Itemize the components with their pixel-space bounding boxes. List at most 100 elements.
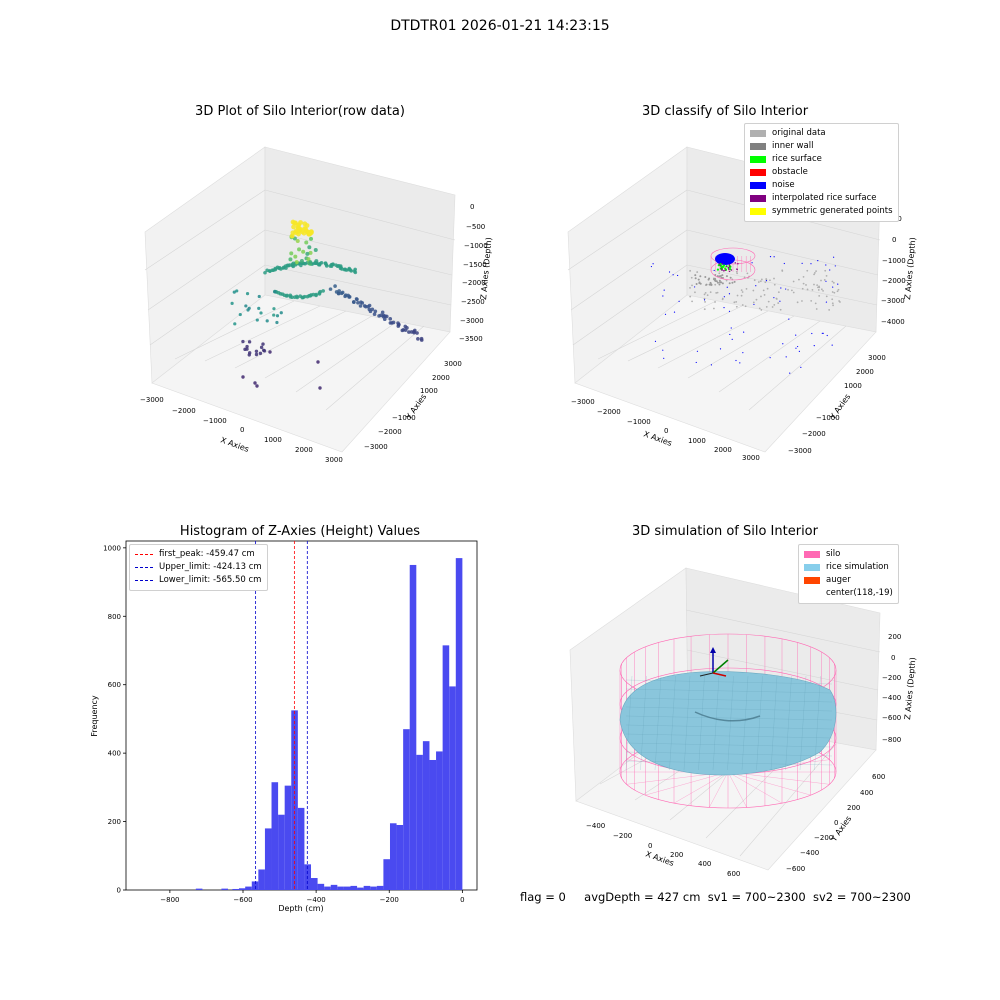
classified-point	[696, 271, 699, 273]
classified-point	[721, 263, 723, 265]
classified-point	[801, 262, 803, 264]
legend-rice-simulation: rice simulation	[804, 561, 893, 574]
legend-symmetric: symmetric generated points	[750, 205, 893, 218]
classified-point	[691, 284, 693, 287]
raw-x-tick: 0	[240, 426, 244, 434]
raw-point	[263, 270, 267, 275]
legend-label: interpolated rice surface	[772, 193, 877, 203]
histogram-bar	[278, 814, 285, 890]
sim-x-tick: 0	[648, 842, 652, 850]
classified-point	[820, 279, 822, 282]
classified-point	[716, 291, 719, 294]
classified-point	[767, 300, 770, 303]
histogram-x-tick-label: −600	[233, 896, 252, 904]
raw-point	[275, 314, 280, 318]
legend-rice-surface: rice surface	[750, 153, 893, 166]
raw-point	[302, 294, 307, 299]
sim-y-tick: 0	[834, 819, 838, 827]
legend-obstacle: obstacle	[750, 166, 893, 179]
raw-point	[336, 291, 341, 296]
rice-mesh-line	[669, 675, 676, 771]
classify-z-tick: −4000	[881, 318, 905, 326]
raw-point	[318, 289, 323, 294]
classified-point	[703, 297, 706, 300]
classified-point	[797, 345, 799, 348]
raw-point	[291, 224, 296, 230]
classified-point	[733, 301, 736, 304]
classified-point	[704, 291, 707, 294]
classify-x-tick: 0	[664, 427, 668, 435]
classified-point	[690, 276, 693, 279]
raw-point	[273, 290, 277, 294]
classified-point	[719, 263, 722, 266]
classify-z-label: Z Axies (Depth)	[903, 237, 917, 300]
raw-point	[261, 342, 265, 346]
classified-point	[824, 269, 827, 272]
color-swatch	[750, 143, 766, 150]
figure-title: DTDTR01 2026-01-21 14:23:15	[390, 18, 610, 34]
raw-point	[294, 294, 299, 299]
classified-point	[769, 279, 771, 282]
rice-mesh-line	[625, 715, 833, 721]
classified-point	[773, 277, 775, 280]
raw-point	[407, 330, 411, 334]
raw-point	[272, 313, 276, 317]
classified-point	[668, 271, 671, 273]
classified-point	[725, 275, 728, 278]
classified-point	[697, 278, 700, 281]
silo-floor-spoke	[673, 771, 729, 804]
classify-legend: original data inner wall rice surface ob…	[744, 123, 899, 222]
raw-y-tick: −3000	[364, 443, 388, 451]
classified-point	[769, 357, 771, 359]
classified-point	[813, 271, 816, 274]
classified-point	[741, 291, 744, 293]
raw-point	[367, 303, 372, 308]
raw-point	[303, 226, 308, 232]
classified-point	[728, 310, 731, 312]
sim-y-tick: −400	[800, 849, 819, 857]
raw-z-tick: −3000	[460, 317, 484, 325]
classified-point	[798, 350, 800, 352]
histogram-bar	[376, 885, 384, 890]
classified-point	[755, 298, 758, 301]
sim-x-tick: 200	[670, 851, 683, 859]
raw-x-tick: 3000	[325, 456, 343, 464]
raw-point	[285, 293, 289, 298]
classified-point	[689, 269, 692, 272]
silo-floor-spoke	[645, 771, 729, 796]
sim-y-tick: 400	[860, 789, 873, 797]
classified-point	[765, 280, 768, 282]
classified-point	[713, 269, 715, 272]
histogram-y-label: Frequency	[90, 695, 99, 737]
raw-x-tick: −2000	[172, 407, 196, 415]
classified-point	[831, 344, 833, 346]
classified-point	[731, 281, 734, 284]
classified-point	[725, 265, 727, 268]
classify-y-tick: −1000	[816, 414, 840, 422]
rice-mesh-line	[625, 760, 833, 766]
legend-label: Upper_limit: -424.13 cm	[159, 562, 262, 572]
classified-point	[834, 265, 836, 267]
raw-point	[309, 236, 314, 241]
classify-x-tick: −1000	[627, 418, 651, 426]
histogram-y-tick-label: 400	[108, 750, 121, 758]
histogram-bar	[330, 884, 338, 890]
color-swatch	[750, 195, 766, 202]
classify-y-label: Y Axies	[828, 392, 853, 422]
histogram-x-tick-label: −800	[160, 896, 179, 904]
classified-point	[760, 278, 763, 281]
classify-x-tick: 2000	[714, 446, 732, 454]
classified-point	[811, 288, 814, 291]
classified-point	[825, 280, 827, 282]
histogram-y-tick-label: 600	[108, 681, 121, 689]
classified-point	[710, 283, 713, 286]
classified-point	[833, 256, 835, 258]
raw-point	[321, 289, 325, 293]
raw-point	[299, 258, 304, 263]
classified-point	[735, 270, 738, 273]
color-swatch	[750, 169, 766, 176]
raw-point	[233, 322, 237, 326]
raw-point	[272, 307, 276, 311]
legend-label: silo	[826, 549, 841, 559]
classified-point	[723, 307, 725, 309]
